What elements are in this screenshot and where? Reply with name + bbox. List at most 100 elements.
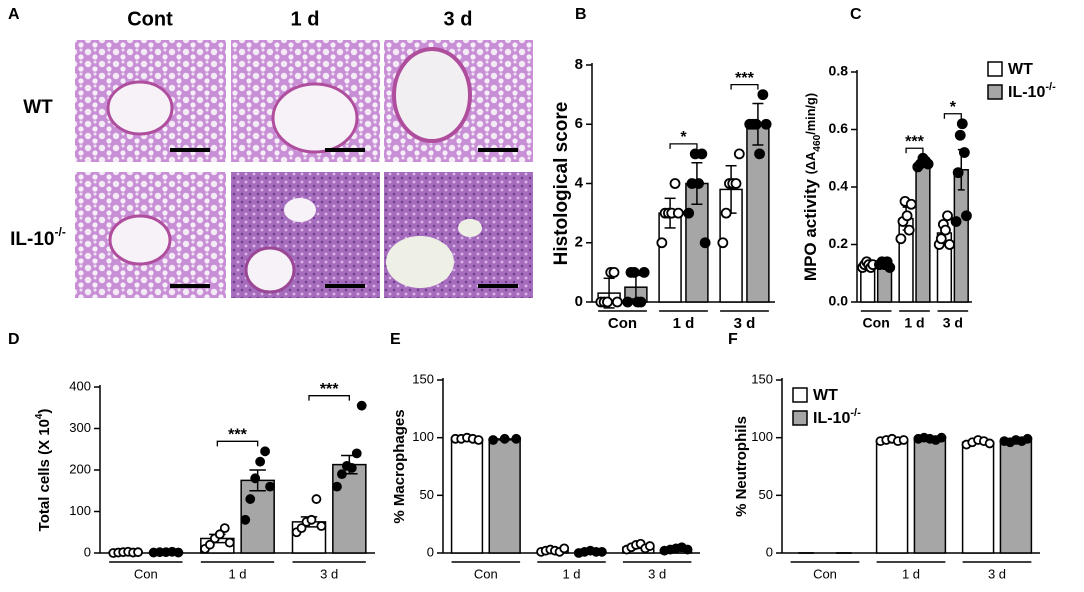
panel-label: B [575,6,587,23]
bar [999,440,1033,554]
airway [271,82,359,154]
data-point [638,266,650,278]
data-point [608,266,620,278]
x-tick-label: 1 d [673,315,695,332]
x-tick-label: 1 d [228,566,246,581]
data-point [511,433,522,444]
x-tick-label: 3 d [734,315,756,332]
data-point [499,433,510,444]
legend-swatch [792,410,808,426]
data-point [717,237,729,249]
data-point [656,237,668,249]
data-point [622,296,634,308]
column-label: 3 d [444,8,473,30]
data-point [669,178,681,189]
column-label: 1 d [291,8,320,30]
data-point [173,547,184,558]
significance-label: *** [320,381,339,398]
y-tick-label: 0 [766,544,773,559]
significance-label: * [680,129,687,146]
data-point [750,118,762,130]
data-point [733,148,745,160]
bar [450,438,484,554]
column-label: Cont [127,8,173,30]
label-part: (ΔA [803,152,818,175]
significance-bracket [943,113,962,119]
data-point [961,210,972,222]
y-axis-label: % Macrophages [391,409,408,523]
x-tick-label: Con [608,315,637,332]
data-point [683,207,695,219]
data-point [306,514,317,525]
data-point [682,544,693,555]
y-axis-label: Total cells (X 104) [34,409,53,532]
significance-bracket [216,440,259,447]
histology-images [75,40,533,298]
data-point [260,446,270,457]
x-tick-label: Con [474,566,498,581]
legend-swatch [987,84,1003,100]
label-part: /min/g) [803,93,818,135]
label-text: IL-10 [10,229,54,250]
data-point [984,438,995,449]
data-point [219,523,230,533]
row-label: WT [23,97,53,118]
data-point [940,224,951,236]
y-tick-label: 2 [575,234,583,251]
data-point [240,514,251,525]
y-axis-label: Histological score [551,102,572,266]
row-label: IL-10-/- [10,225,66,250]
legend-swatch [987,61,1003,77]
data-point [944,239,955,250]
y-tick-label: 100 [69,503,91,518]
data-point [133,547,143,558]
y-tick-label: 50 [759,487,773,502]
data-point [884,262,896,273]
legend-label: WT [1008,61,1033,78]
data-point [901,210,913,222]
data-point [332,481,342,492]
data-point [942,210,953,222]
label-sup: -/- [55,225,66,239]
data-point [935,233,947,245]
data-point [672,207,684,219]
x-tick-label: 1 d [902,566,920,581]
x-tick-label: Con [134,566,158,581]
label-part: % Macrophages [391,409,408,523]
data-point [696,148,708,160]
data-point [895,233,907,245]
airspace [458,219,482,237]
data-point [628,266,640,278]
y-tick-label: 150 [751,371,773,386]
airspace [284,198,316,222]
data-point [898,435,909,445]
y-tick-label: 0.8 [829,63,849,79]
label-part: ) [36,409,53,414]
label-text: IL-10 [813,410,850,427]
data-point [757,89,769,101]
x-tick-label: 3 d [988,566,1006,581]
data-point [311,494,322,504]
y-tick-label: 0.4 [829,178,849,194]
data-point [1022,433,1033,444]
label-part: MPO activity [801,174,820,281]
x-tick-label: 3 d [648,566,666,581]
legend-label: WT [813,387,838,404]
data-point [214,529,225,540]
y-tick-label: 200 [69,461,91,476]
legend-label: IL-10-/- [813,407,861,427]
y-tick-label: 100 [412,429,434,444]
label-part: 460 [812,134,823,151]
data-point [351,448,362,459]
panel-label: F [728,331,738,348]
bar [488,438,521,554]
label-part: Histological score [551,102,572,266]
data-point [958,147,970,158]
y-tick-label: 100 [751,429,773,444]
x-tick-label: 1 d [904,315,924,331]
data-point [356,400,367,411]
data-point [644,541,655,551]
data-point [337,469,347,480]
legend-swatch [792,387,808,403]
